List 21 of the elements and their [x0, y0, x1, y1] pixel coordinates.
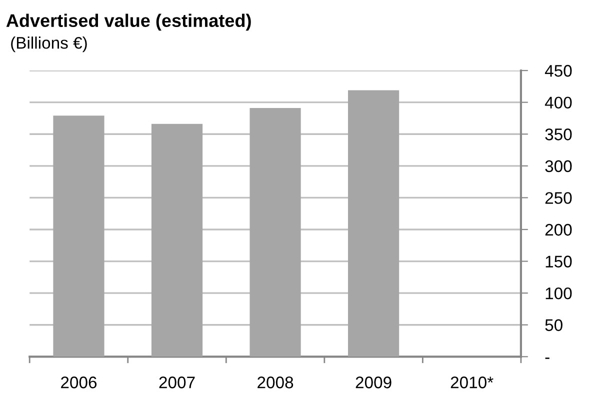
x-tick-label: 2006 [61, 376, 97, 388]
y-tick-label: 450 [544, 64, 572, 77]
y-tick-label: - [545, 358, 550, 359]
chart-subtitle: (Billions €) [11, 36, 87, 52]
y-tick-label: 300 [545, 160, 572, 172]
x-tick-label: 2010* [450, 376, 494, 388]
y-tick-label: 100 [546, 287, 572, 300]
y-tick-label: 250 [545, 192, 572, 204]
chart-title: Advertised value (estimated) [6, 14, 251, 31]
y-tick-label: 150 [546, 256, 572, 268]
bar [53, 116, 104, 357]
x-tick-label: 2008 [258, 376, 294, 388]
y-tick-label: 200 [545, 224, 572, 236]
x-tick-label: 2009 [356, 376, 392, 388]
y-tick-label: 50 [545, 319, 562, 332]
y-tick-label: 400 [544, 96, 572, 109]
bar [250, 108, 301, 357]
y-tick-label: 350 [545, 128, 572, 140]
bar [151, 124, 203, 357]
x-tick-label: 2007 [159, 376, 195, 388]
bar [348, 90, 400, 357]
